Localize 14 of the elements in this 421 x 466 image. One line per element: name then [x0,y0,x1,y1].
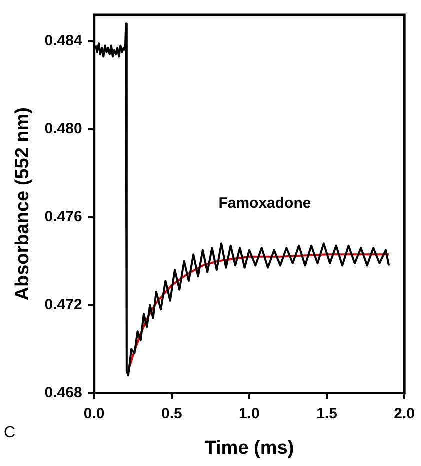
x-tick-label: 2.0 [394,405,416,422]
y-axis-title: Absorbance (552 nm) [12,107,34,301]
y-tick-label: 0.484 [44,32,83,50]
x-tick-label: 1.5 [316,405,338,422]
y-tick-label: 0.480 [44,120,82,138]
y-tick-label: 0.468 [44,384,82,402]
x-tick-label: 0.5 [161,405,182,422]
x-tick-label: 1.0 [239,405,260,422]
x-axis-title: Time (ms) [204,438,294,459]
y-tick-label: 0.476 [44,208,82,226]
text: C [4,424,16,442]
x-tick-label: 0.0 [84,405,105,422]
annotation: Famoxadone [218,195,312,212]
y-tick-label: 0.472 [44,296,82,314]
